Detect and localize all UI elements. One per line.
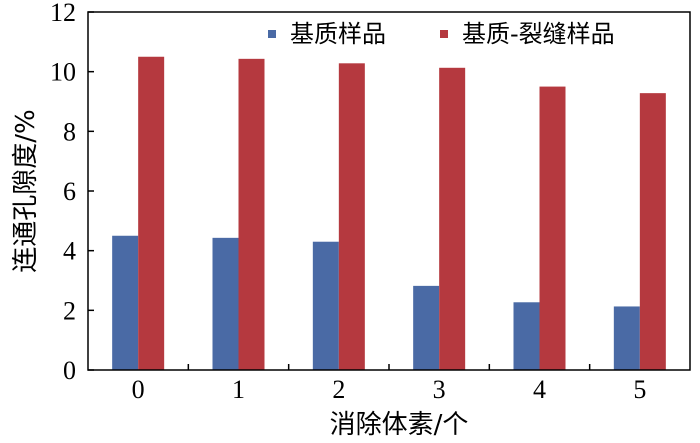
y-axis-title: 连通孔隙度/% [11,109,41,272]
bar-s1-0 [138,56,165,370]
bar-s0-5 [613,306,640,370]
bar-s0-1 [212,237,239,370]
legend-marker-1 [440,30,448,38]
x-tick-label-3: 3 [433,375,446,404]
legend-label-1: 基质-裂缝样品 [462,20,615,48]
bar-s1-1 [238,58,265,371]
legend: 基质样品 基质-裂缝样品 [268,20,615,48]
y-tick-label-4: 4 [63,237,76,266]
bar-s1-2 [338,63,365,371]
bar-s0-0 [112,235,139,370]
x-tick-label-1: 1 [232,375,245,404]
bar-s0-3 [413,285,440,370]
y-tick-label-6: 6 [63,177,76,206]
bar-s1-5 [639,93,666,370]
plot-frame [87,11,691,371]
bar-s0-4 [513,302,540,370]
legend-marker-0 [268,30,276,38]
bar-s1-3 [439,67,466,370]
x-tick-label-5: 5 [633,375,646,404]
x-tick-label-2: 2 [332,375,345,404]
y-tick-label-12: 12 [50,0,76,27]
x-axis-title: 消除体素/个 [330,410,469,440]
x-tick-label-0: 0 [132,375,145,404]
bars-group [112,56,666,371]
y-tick-label-10: 10 [50,58,76,87]
bar-s0-2 [312,241,339,370]
legend-label-0: 基质样品 [290,20,386,48]
bar-s1-4 [539,86,566,370]
y-tick-label-0: 0 [63,356,76,385]
y-tick-label-8: 8 [63,117,76,146]
x-tick-label-4: 4 [533,375,546,404]
y-tick-label-2: 2 [63,296,76,325]
